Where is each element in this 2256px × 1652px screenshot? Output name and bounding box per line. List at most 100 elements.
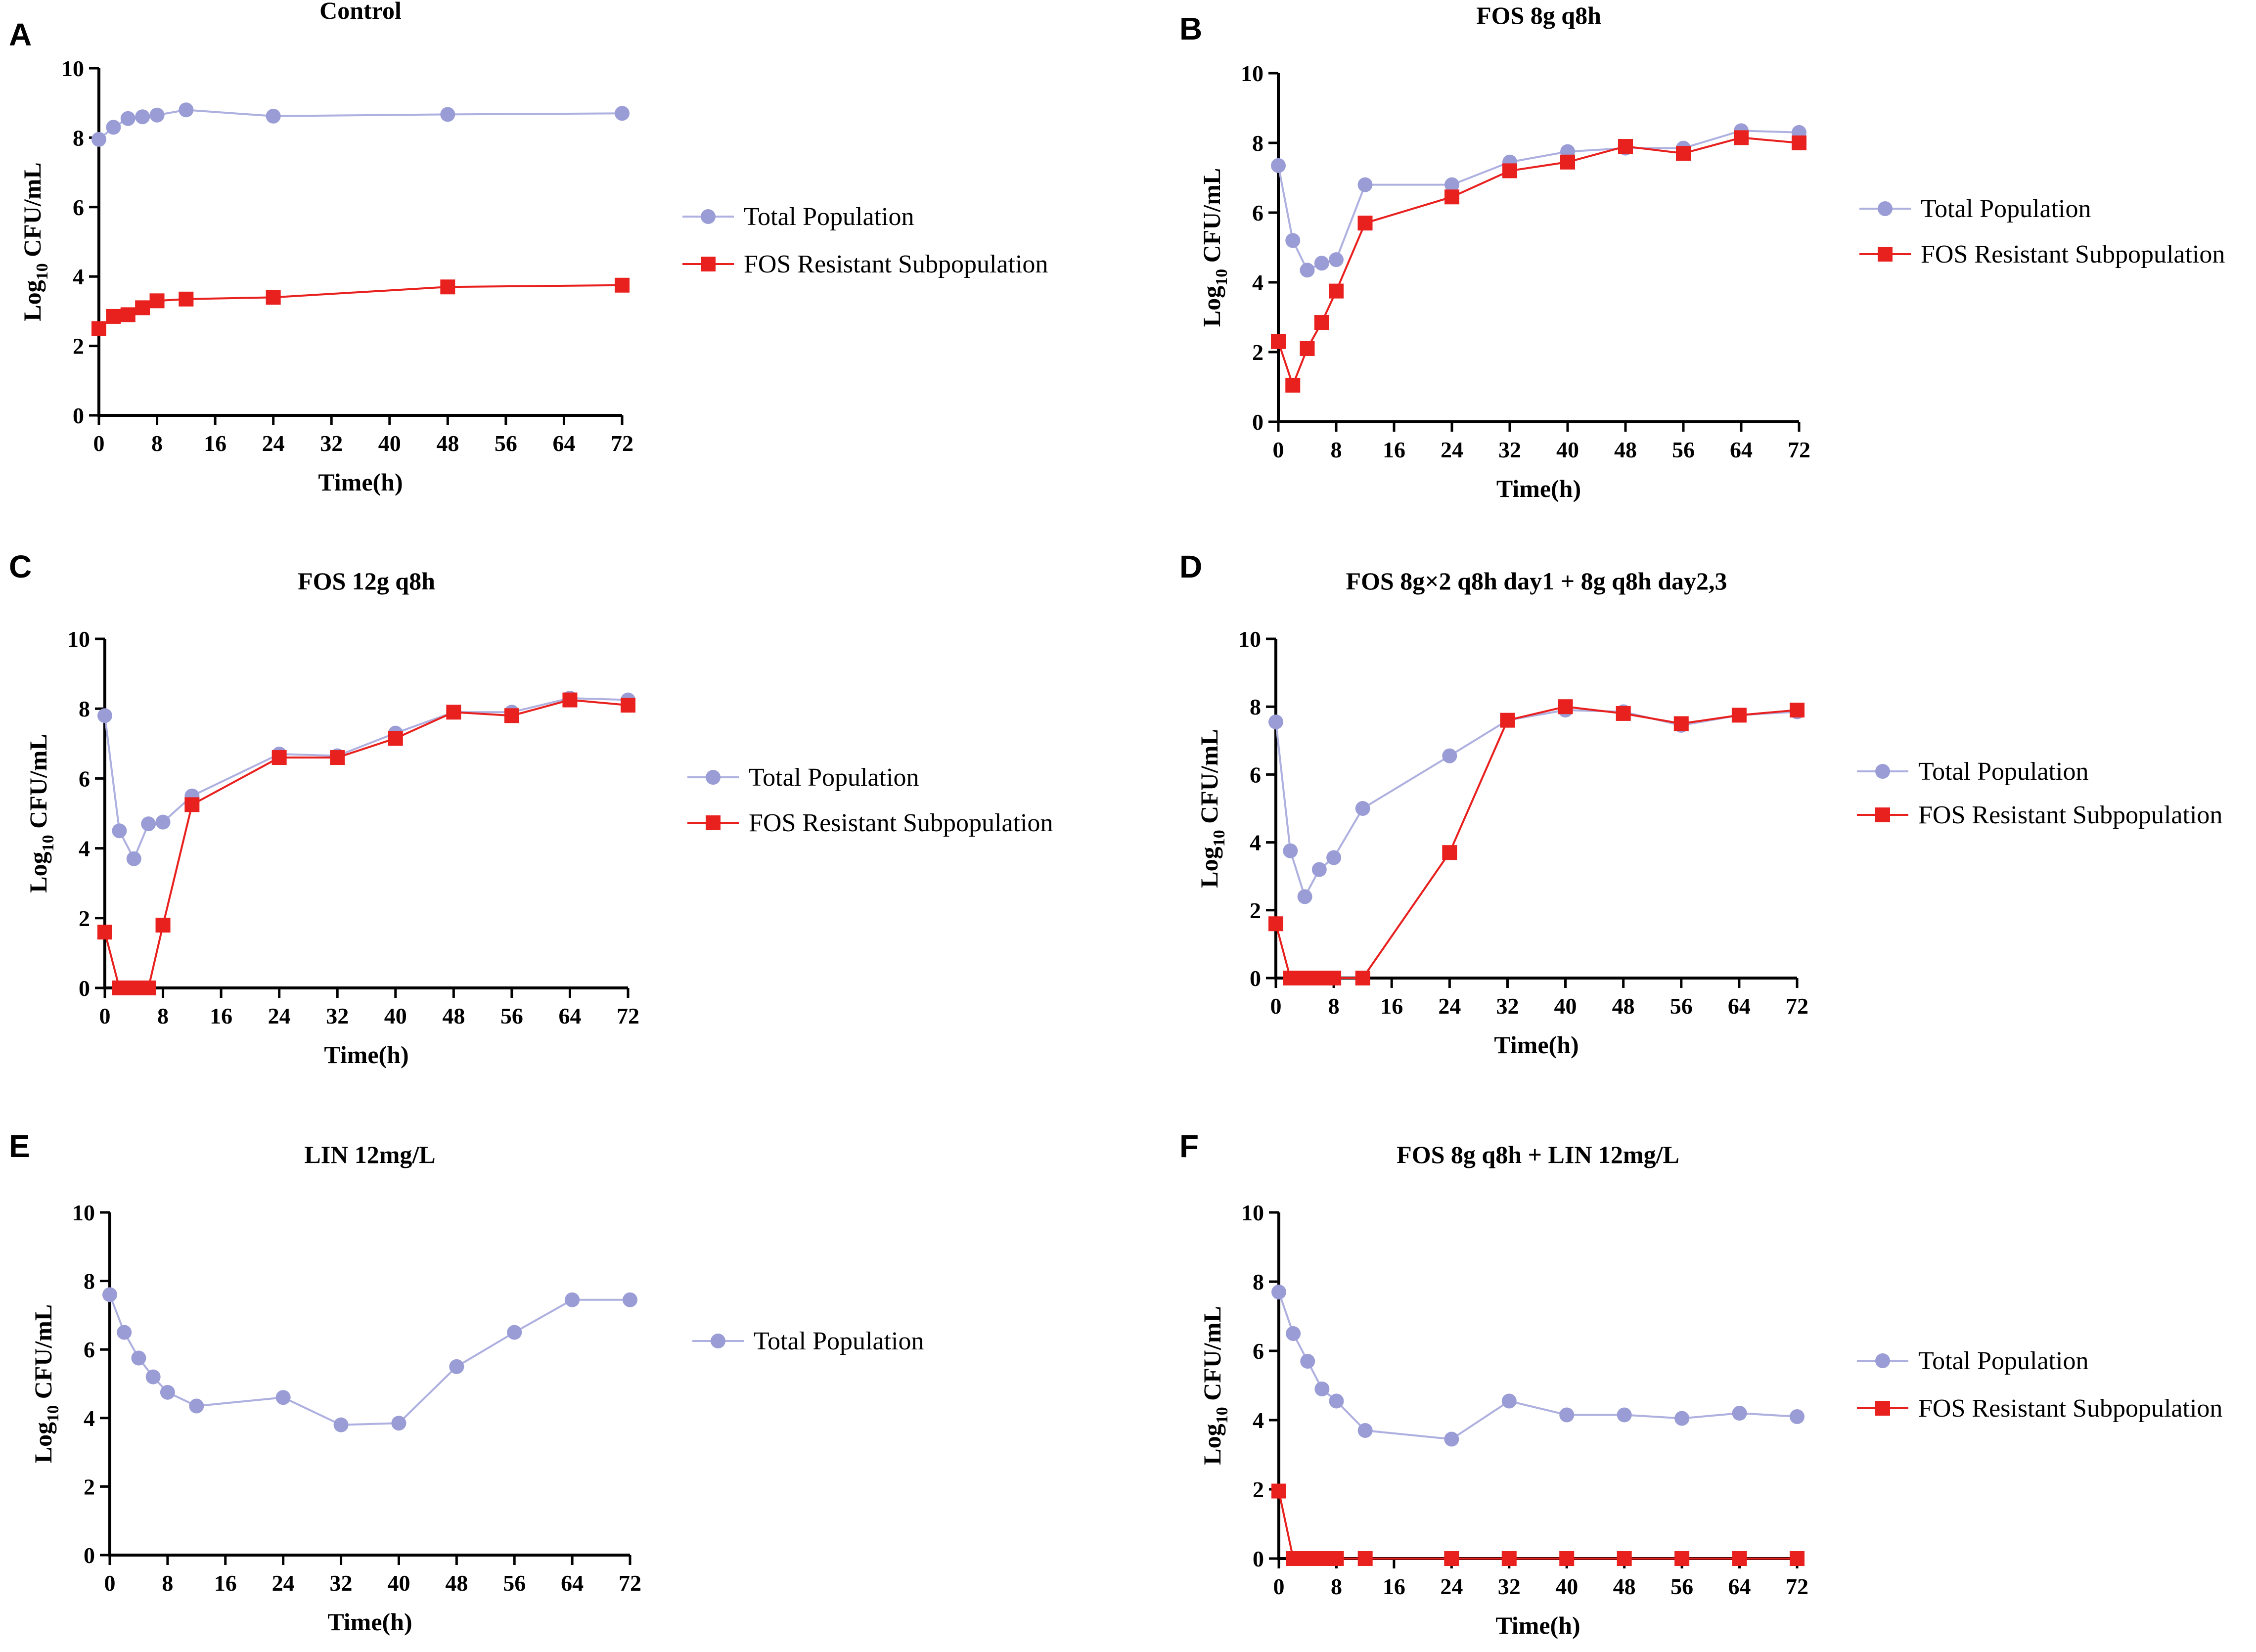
series-line bbox=[1277, 136, 1800, 388]
x-axis-label: Time(h) bbox=[318, 468, 403, 496]
data-point-circle bbox=[1271, 158, 1286, 173]
x-tick-label: 40 bbox=[1555, 1574, 1578, 1599]
y-tick-label: 6 bbox=[1253, 1339, 1264, 1364]
legend-marker-square bbox=[1875, 807, 1890, 822]
x-tick-label: 72 bbox=[1786, 1574, 1808, 1599]
x-tick-label: 56 bbox=[503, 1570, 526, 1596]
y-tick-label: 6 bbox=[73, 195, 84, 220]
panel-title: FOS 8g×2 q8h day1 + 8g q8h day2,3 bbox=[1346, 567, 1727, 595]
x-tick-label: 24 bbox=[1440, 1574, 1463, 1599]
panel-letter: F bbox=[1179, 1128, 1199, 1164]
data-point-square bbox=[135, 300, 150, 315]
y-tick-label: 2 bbox=[73, 334, 84, 359]
data-point-square bbox=[1734, 130, 1749, 145]
data-point-circle bbox=[1271, 1285, 1286, 1299]
data-point-circle bbox=[91, 132, 106, 147]
data-point-circle bbox=[1674, 1411, 1690, 1426]
data-point-circle bbox=[102, 1287, 117, 1302]
x-tick-label: 16 bbox=[204, 431, 226, 456]
x-tick-label: 72 bbox=[611, 431, 633, 456]
legend-label: FOS Resistant Subpopulation bbox=[1918, 801, 2222, 829]
data-point-circle bbox=[131, 1350, 146, 1366]
x-axis-label: Time(h) bbox=[327, 1608, 412, 1636]
legend-item-total: Total Population bbox=[1857, 758, 2088, 786]
data-point-circle bbox=[97, 708, 112, 723]
data-point-square bbox=[1673, 716, 1689, 731]
panel-title: LIN 12mg/L bbox=[304, 1141, 435, 1168]
data-point-square bbox=[184, 797, 200, 812]
data-point-square bbox=[1326, 971, 1342, 985]
x-tick-label: 16 bbox=[214, 1570, 237, 1596]
y-axis-label: Log10 CFU/mL bbox=[1198, 168, 1231, 327]
y-axis-label-main: Log bbox=[18, 280, 46, 321]
data-point-circle bbox=[1297, 889, 1312, 904]
y-tick-label: 0 bbox=[79, 976, 90, 1001]
data-point-square bbox=[1329, 283, 1344, 299]
series-line bbox=[1275, 709, 1798, 899]
legend-label: Total Population bbox=[1918, 758, 2088, 786]
data-point-circle bbox=[1442, 748, 1457, 763]
x-tick-label: 48 bbox=[442, 1003, 465, 1028]
legend: Total Population FOS Resistant Subpopulat… bbox=[682, 203, 1048, 278]
legend: Total Population bbox=[692, 1327, 924, 1355]
y-tick-label: 8 bbox=[1252, 131, 1263, 156]
y-tick-label: 8 bbox=[79, 696, 90, 721]
panel-letter: D bbox=[1179, 549, 1202, 584]
legend-item-resistant: FOS Resistant Subpopulation bbox=[687, 809, 1053, 837]
legend-item-resistant: FOS Resistant Subpopulation bbox=[682, 250, 1048, 278]
data-point-circle bbox=[1329, 252, 1344, 268]
data-point-square bbox=[1444, 1551, 1459, 1566]
data-point-square bbox=[1502, 163, 1517, 179]
y-tick-label: 2 bbox=[1252, 340, 1263, 365]
y-tick-label: 6 bbox=[1252, 200, 1263, 225]
x-tick-label: 40 bbox=[378, 431, 401, 456]
data-point-circle bbox=[1444, 177, 1459, 192]
legend-item-total: Total Population bbox=[692, 1327, 924, 1355]
legend-marker-square bbox=[1878, 247, 1893, 262]
x-tick-label: 32 bbox=[1498, 437, 1521, 462]
y-tick-label: 2 bbox=[79, 906, 90, 931]
data-point-circle bbox=[106, 120, 121, 135]
y-axis-label-unit: CFU/mL bbox=[29, 1304, 57, 1405]
data-point-square bbox=[330, 750, 345, 765]
x-tick-label: 0 bbox=[93, 431, 105, 456]
legend-marker-circle bbox=[701, 209, 716, 224]
x-tick-label: 0 bbox=[99, 1003, 111, 1028]
data-point-circle bbox=[507, 1325, 522, 1340]
data-point-square bbox=[1268, 916, 1283, 932]
legend-marker-square bbox=[701, 257, 716, 271]
y-tick-label: 10 bbox=[67, 626, 90, 652]
y-tick-label: 10 bbox=[1241, 1200, 1264, 1225]
x-axis-label: Time(h) bbox=[1495, 1611, 1580, 1639]
x-tick-label: 64 bbox=[1730, 437, 1753, 462]
legend-label: Total Population bbox=[1918, 1347, 2088, 1375]
series-line bbox=[109, 1294, 630, 1426]
y-tick-label: 10 bbox=[1238, 626, 1261, 652]
data-point-square bbox=[1790, 703, 1805, 718]
data-point-circle bbox=[1300, 263, 1315, 278]
data-point-square bbox=[1285, 377, 1301, 393]
data-point-square bbox=[1790, 1551, 1805, 1566]
data-point-square bbox=[1674, 1551, 1690, 1566]
x-tick-label: 0 bbox=[1270, 993, 1282, 1019]
data-point-circle bbox=[1357, 1423, 1373, 1438]
data-point-circle bbox=[1326, 850, 1342, 865]
y-tick-label: 8 bbox=[1250, 694, 1261, 719]
data-point-square bbox=[562, 692, 578, 708]
data-point-square bbox=[1559, 1551, 1575, 1566]
data-point-square bbox=[1560, 154, 1575, 170]
data-point-square bbox=[141, 981, 156, 995]
data-point-square bbox=[1792, 135, 1806, 150]
data-point-circle bbox=[440, 107, 455, 122]
data-point-circle bbox=[141, 816, 156, 832]
panel-title: FOS 8g q8h + LIN 12mg/L bbox=[1397, 1141, 1679, 1168]
data-point-circle bbox=[1329, 1393, 1344, 1409]
data-point-circle bbox=[189, 1398, 204, 1414]
x-tick-label: 0 bbox=[104, 1570, 116, 1596]
x-tick-label: 24 bbox=[1438, 993, 1461, 1019]
panel-title: Control bbox=[319, 0, 402, 24]
y-tick-label: 4 bbox=[1250, 830, 1261, 855]
